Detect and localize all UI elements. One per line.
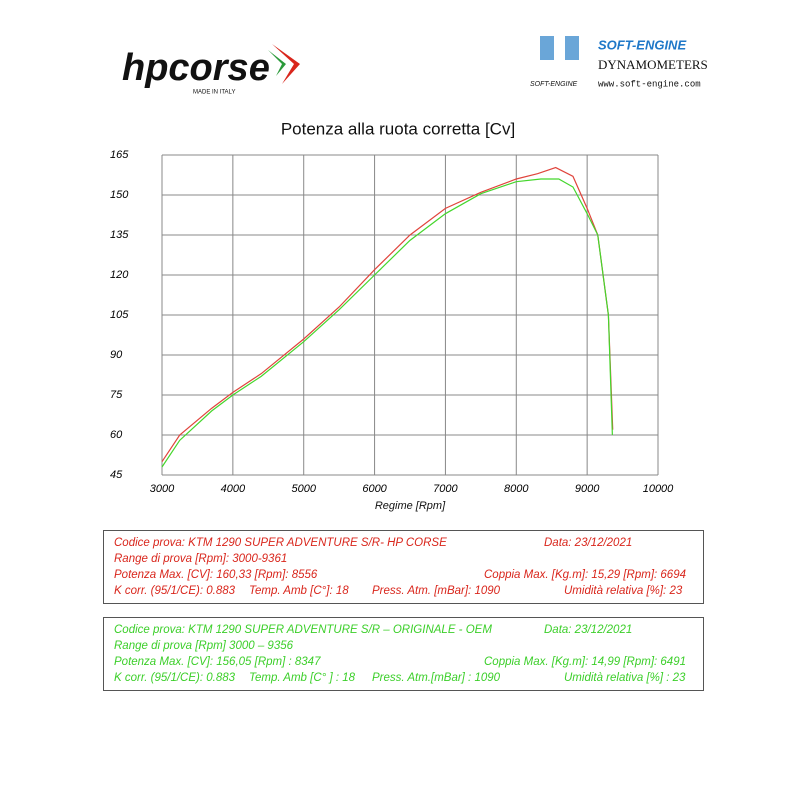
info-text: Potenza Max. [CV]: 160,33 [Rpm]: 8556 [114, 569, 318, 581]
info-text: Range di prova [Rpm] 3000 – 9356 [114, 640, 294, 652]
info-text: Temp. Amb [C°]: 18 [249, 585, 349, 597]
y-tick-label: 120 [110, 269, 129, 281]
y-tick-label: 60 [110, 429, 123, 441]
chart: hpcorse MADE IN ITALY SOFT-ENGINE DYNAMO… [110, 36, 708, 512]
x-tick-label: 6000 [362, 483, 387, 495]
info-text: Coppia Max. [Kg.m]: 14,99 [Rpm]: 6491 [484, 656, 686, 668]
brand-tagline: MADE IN ITALY [193, 90, 235, 96]
y-tick-label: 150 [110, 189, 129, 201]
info-text: Potenza Max. [CV]: 156,05 [Rpm] : 8347 [114, 656, 321, 668]
logo-swoosh [268, 50, 286, 76]
info-row: Codice prova: KTM 1290 SUPER ADVENTURE S… [114, 624, 693, 641]
chart-title: Potenza alla ruota corretta [Cv] [281, 119, 515, 138]
x-tick-label: 7000 [433, 483, 458, 495]
x-tick-label: 3000 [150, 483, 175, 495]
soft-engine-logo: SOFT-ENGINE DYNAMOMETERS www.soft-engine… [530, 36, 708, 89]
info-text: Data: 23/12/2021 [544, 537, 633, 549]
y-tick-label: 165 [110, 149, 129, 161]
info-text: Press. Atm.[mBar] : 1090 [372, 672, 501, 684]
x-axis-label: Regime [Rpm] [375, 500, 446, 512]
logo-piston [565, 36, 579, 60]
y-tick-label: 105 [110, 309, 129, 321]
info-row: Range di prova [Rpm] 3000 – 9356 [114, 640, 693, 657]
info-row: K corr. (95/1/CE): 0.883 Temp. Amb [C°]: … [114, 585, 693, 602]
x-tick-label: 4000 [221, 483, 246, 495]
x-tick-label: 8000 [504, 483, 529, 495]
info-text: Codice prova: KTM 1290 SUPER ADVENTURE S… [114, 537, 447, 549]
info-text: Umidità relativa [%]: 23 [564, 585, 683, 597]
y-tick-label: 75 [110, 389, 123, 401]
dyno-brand: SOFT-ENGINE [598, 37, 686, 52]
info-text: Range di prova [Rpm]: 3000-9361 [114, 553, 288, 565]
info-text: Temp. Amb [C° ] : 18 [249, 672, 356, 684]
dyno-small: SOFT-ENGINE [530, 81, 578, 88]
dyno-site: www.soft-engine.com [598, 79, 701, 89]
hpcorse-logo: hpcorse MADE IN ITALY [122, 44, 300, 96]
x-tick-label: 9000 [575, 483, 600, 495]
x-tick-label: 5000 [291, 483, 316, 495]
dyno-sub: DYNAMOMETERS [598, 57, 708, 72]
info-text: K corr. (95/1/CE): 0.883 [114, 585, 236, 597]
info-row: Potenza Max. [CV]: 160,33 [Rpm]: 8556 Cop… [114, 569, 693, 586]
power-curve [161, 178, 613, 468]
info-row: Range di prova [Rpm]: 3000-9361 [114, 553, 693, 570]
x-tick-label: 10000 [643, 483, 674, 495]
info-row: Codice prova: KTM 1290 SUPER ADVENTURE S… [114, 537, 693, 554]
info-text: Umidità relativa [%] : 23 [564, 672, 686, 684]
info-row: K corr. (95/1/CE): 0.883 Temp. Amb [C° ] … [114, 672, 693, 689]
info-text: Press. Atm. [mBar]: 1090 [372, 585, 501, 597]
power-curve [161, 166, 614, 462]
logo-swoosh [272, 44, 300, 84]
logo-piston [540, 36, 554, 60]
info-box: Codice prova: KTM 1290 SUPER ADVENTURE S… [103, 617, 704, 691]
info-row: Potenza Max. [CV]: 156,05 [Rpm] : 8347 Co… [114, 656, 693, 673]
y-tick-label: 135 [110, 229, 129, 241]
y-tick-label: 45 [110, 469, 123, 481]
info-text: K corr. (95/1/CE): 0.883 [114, 672, 236, 684]
info-box: Codice prova: KTM 1290 SUPER ADVENTURE S… [103, 530, 704, 604]
info-text: Data: 23/12/2021 [544, 624, 633, 636]
y-tick-label: 90 [110, 349, 123, 361]
brand: hpcorse [122, 47, 270, 89]
info-text: Coppia Max. [Kg.m]: 15,29 [Rpm]: 6694 [484, 569, 686, 581]
info-text: Codice prova: KTM 1290 SUPER ADVENTURE S… [114, 624, 492, 636]
